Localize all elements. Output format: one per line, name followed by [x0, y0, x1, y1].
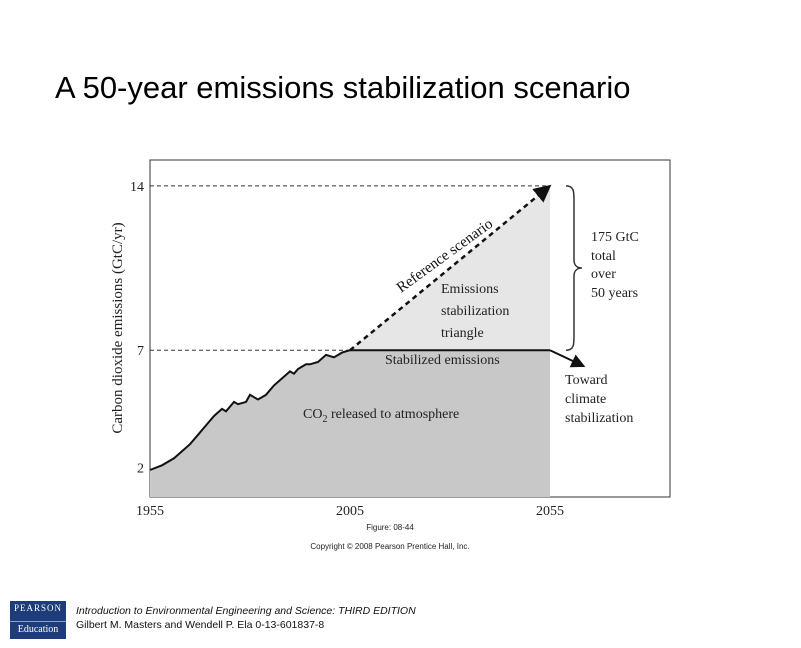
toward-stabilization-arrow	[549, 349, 586, 368]
y-tick-label-7: 7	[137, 344, 144, 359]
co2-label: CO2 released to atmosphere	[303, 407, 459, 425]
logo-line-1: PEARSON	[13, 603, 62, 613]
x-tick-label-1955: 1955	[136, 504, 164, 519]
y-tick-label-2: 2	[137, 462, 144, 477]
toward-label-3: stabilization	[565, 411, 633, 426]
co2-label-rest: released to atmosphere	[327, 407, 459, 422]
slide-title: A 50-year emissions stabilization scenar…	[55, 70, 631, 105]
triangle-label-1: Emissions	[441, 282, 499, 297]
logo-line-2: Education	[10, 621, 66, 635]
x-tick-label-2055: 2055	[536, 504, 564, 519]
pearson-logo: PEARSON Education	[10, 601, 66, 639]
stabilization-triangle	[350, 185, 550, 351]
footer: Introduction to Environmental Engineerin…	[76, 604, 416, 632]
y-axis-label: Carbon dioxide emissions (GtC/yr)	[110, 222, 126, 433]
co2-area	[150, 350, 550, 497]
total-brace	[565, 185, 583, 351]
toward-label-2: climate	[565, 392, 606, 407]
toward-label-1: Toward	[565, 373, 608, 388]
reference-scenario-line	[349, 184, 552, 352]
triangle-label-2: stabilization	[441, 304, 509, 319]
footer-authors: Gilbert M. Masters and Wendell P. Ela 0-…	[76, 619, 325, 631]
figure-number: Figure: 08-44	[366, 523, 414, 532]
x-tick-label-2005: 2005	[336, 504, 364, 519]
total-label-4: 50 years	[591, 286, 638, 301]
total-label-1: 175 GtC	[591, 230, 639, 245]
y-tick-label-14: 14	[130, 180, 144, 195]
copyright-notice: Copyright © 2008 Pearson Prentice Hall, …	[310, 542, 470, 551]
triangle-label-3: triangle	[441, 326, 484, 341]
co2-label-subscript: 2	[322, 414, 327, 425]
total-label-3: over	[591, 267, 616, 282]
total-label-2: total	[591, 249, 616, 264]
stabilized-emissions-label: Stabilized emissions	[385, 353, 500, 368]
co2-history-line	[149, 349, 351, 471]
footer-book-title: Introduction to Environmental Engineerin…	[76, 605, 416, 617]
co2-label-main: CO	[303, 407, 322, 422]
